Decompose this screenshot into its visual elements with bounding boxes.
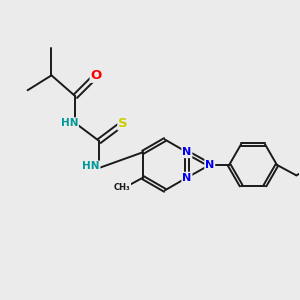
Text: N: N <box>205 160 214 170</box>
Text: S: S <box>118 117 128 130</box>
Text: CH₃: CH₃ <box>114 183 130 192</box>
Text: O: O <box>91 69 102 82</box>
Text: HN: HN <box>61 118 78 128</box>
Text: N: N <box>182 147 191 157</box>
Text: HN: HN <box>82 161 100 171</box>
Text: N: N <box>182 172 191 183</box>
